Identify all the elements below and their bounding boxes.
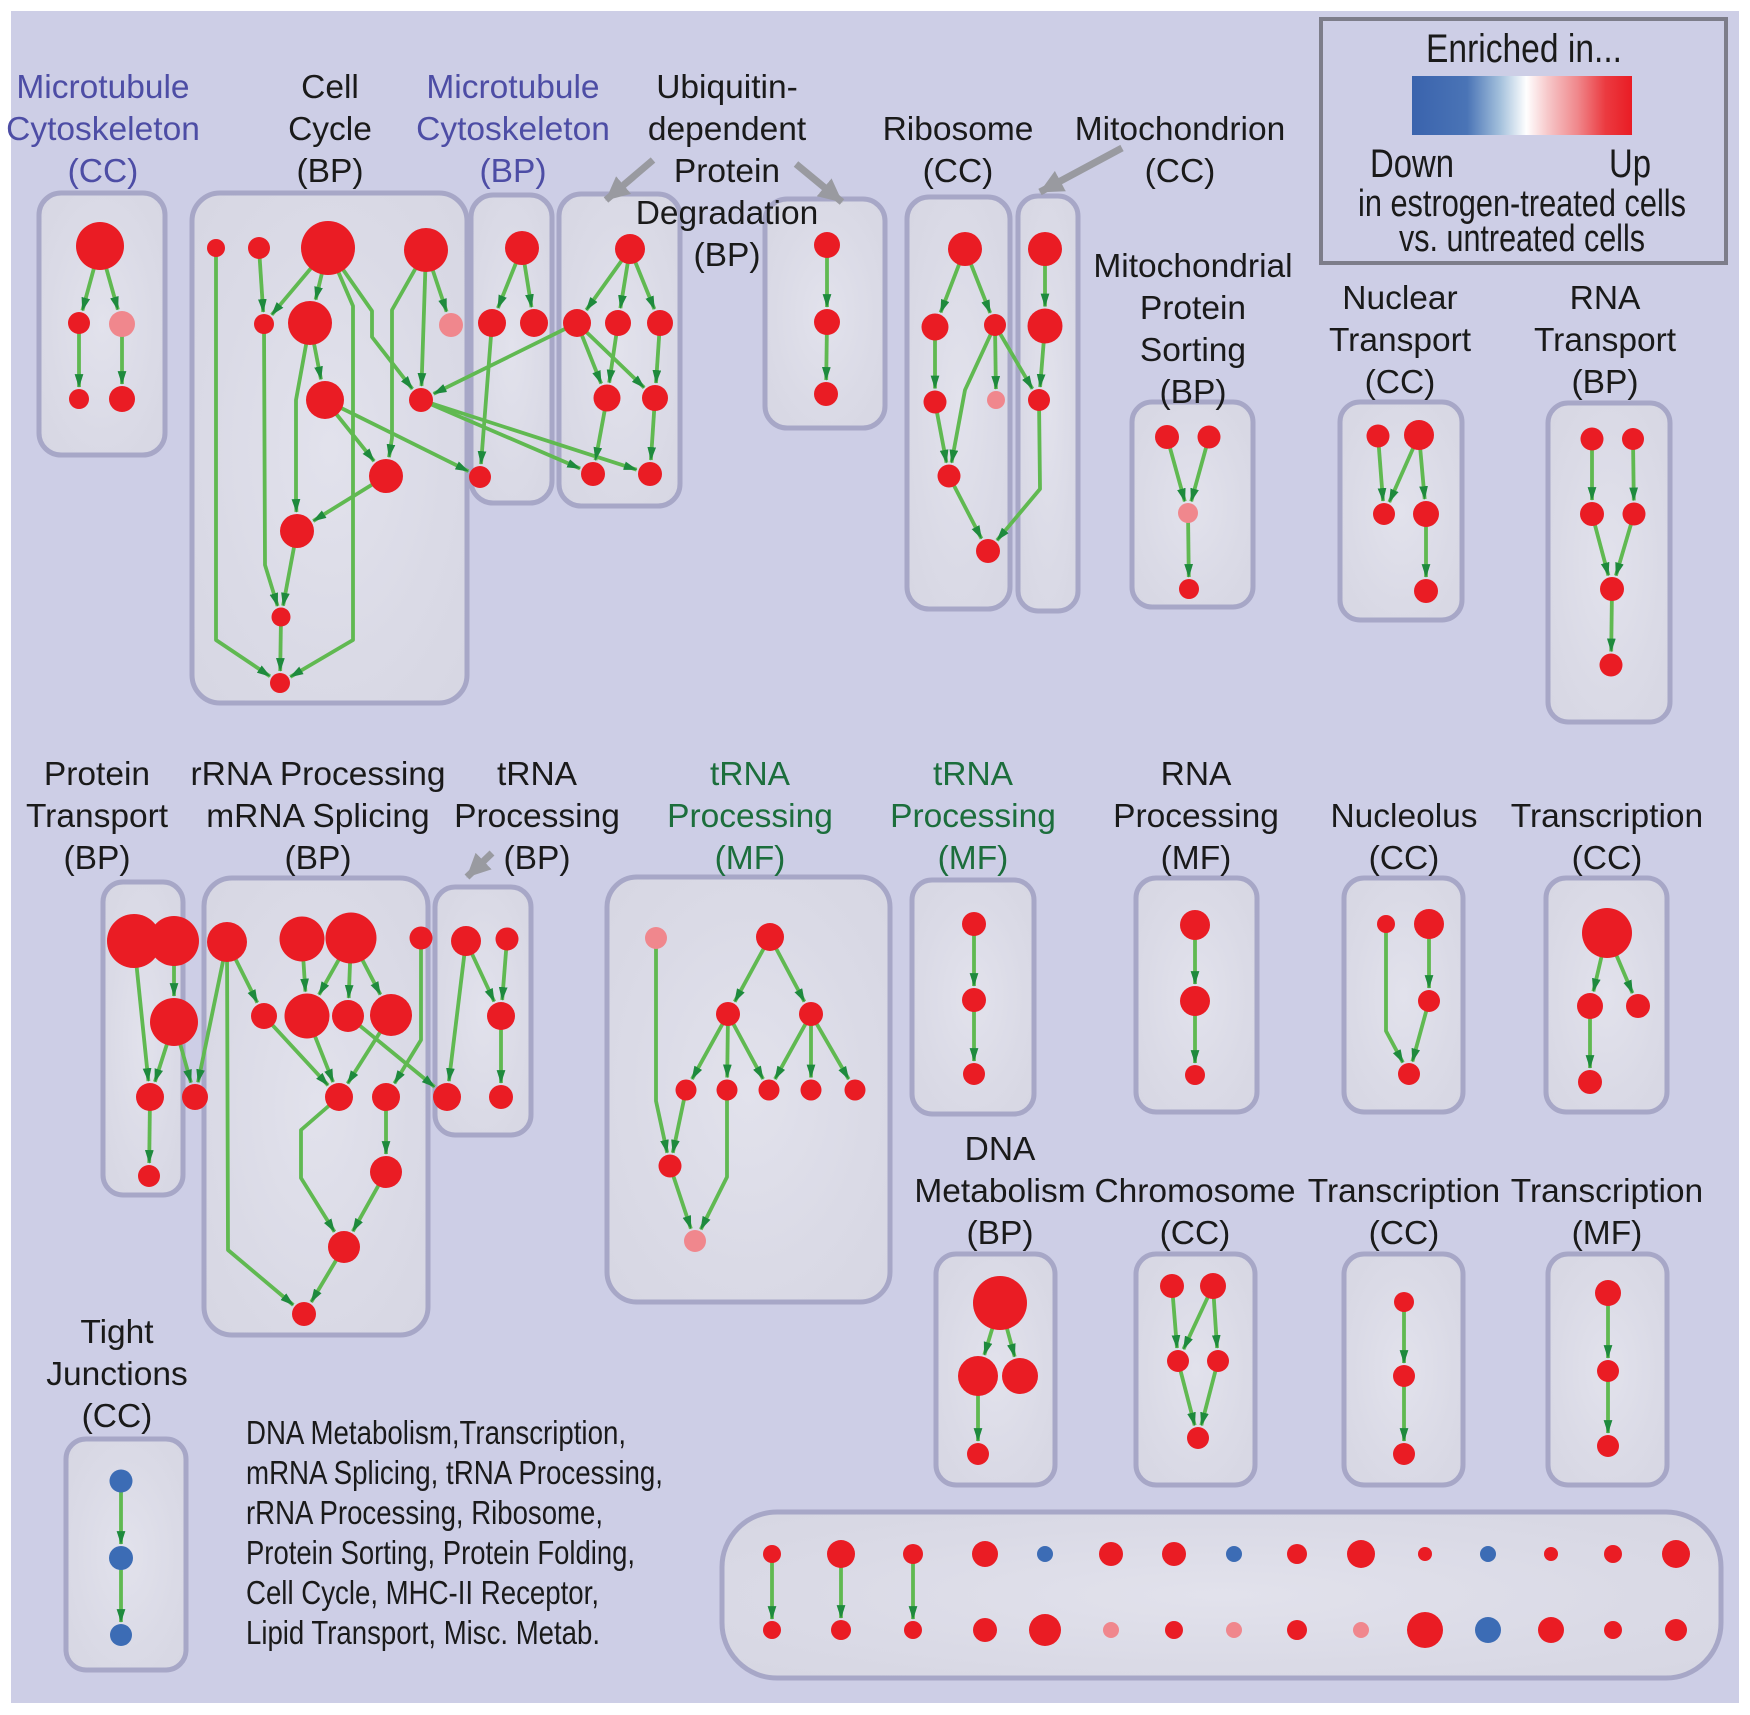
svg-text:Mitochondrial: Mitochondrial bbox=[1093, 248, 1292, 285]
svg-text:Processing: Processing bbox=[667, 798, 833, 835]
svg-text:(CC): (CC) bbox=[68, 153, 139, 190]
svg-text:tRNA: tRNA bbox=[710, 756, 791, 793]
svg-text:Ubiquitin-: Ubiquitin- bbox=[656, 69, 798, 106]
svg-text:rRNA Processing: rRNA Processing bbox=[190, 756, 445, 793]
svg-text:rRNA Processing, Ribosome,: rRNA Processing, Ribosome, bbox=[246, 1495, 603, 1532]
svg-text:(BP): (BP) bbox=[480, 153, 547, 190]
svg-text:Degradation: Degradation bbox=[636, 195, 819, 232]
svg-text:Ribosome: Ribosome bbox=[883, 111, 1034, 148]
svg-text:tRNA: tRNA bbox=[933, 756, 1014, 793]
svg-text:Protein: Protein bbox=[1140, 290, 1246, 327]
svg-text:Transport: Transport bbox=[1329, 322, 1472, 359]
svg-text:Transport: Transport bbox=[1534, 322, 1677, 359]
svg-text:(MF): (MF) bbox=[1572, 1215, 1643, 1252]
svg-text:(CC): (CC) bbox=[1369, 840, 1440, 877]
svg-text:(CC): (CC) bbox=[1365, 364, 1436, 401]
svg-text:in estrogen-treated cells: in estrogen-treated cells bbox=[1358, 183, 1686, 225]
svg-text:(CC): (CC) bbox=[82, 1398, 153, 1435]
svg-text:(CC): (CC) bbox=[1369, 1215, 1440, 1252]
svg-text:Enriched in...: Enriched in... bbox=[1426, 27, 1622, 71]
svg-text:(MF): (MF) bbox=[938, 840, 1009, 877]
svg-text:Cytoskeleton: Cytoskeleton bbox=[6, 111, 200, 148]
svg-text:(CC): (CC) bbox=[1572, 840, 1643, 877]
svg-text:Transcription: Transcription bbox=[1511, 798, 1703, 835]
svg-text:Processing: Processing bbox=[454, 798, 620, 835]
svg-text:mRNA Splicing: mRNA Splicing bbox=[206, 798, 429, 835]
svg-text:Microtubule: Microtubule bbox=[16, 69, 189, 106]
svg-text:mRNA Splicing, tRNA Processing: mRNA Splicing, tRNA Processing, bbox=[246, 1455, 663, 1492]
svg-text:(BP): (BP) bbox=[694, 237, 761, 274]
svg-text:(CC): (CC) bbox=[923, 153, 994, 190]
svg-text:(CC): (CC) bbox=[1145, 153, 1216, 190]
svg-text:RNA: RNA bbox=[1570, 280, 1641, 317]
svg-text:DNA Metabolism,Transcription,: DNA Metabolism,Transcription, bbox=[246, 1415, 626, 1452]
svg-text:DNA: DNA bbox=[965, 1131, 1036, 1168]
svg-text:RNA: RNA bbox=[1161, 756, 1232, 793]
svg-text:Cell Cycle, MHC-II Receptor,: Cell Cycle, MHC-II Receptor, bbox=[246, 1575, 599, 1612]
svg-text:Protein Sorting, Protein Foldi: Protein Sorting, Protein Folding, bbox=[246, 1535, 635, 1572]
svg-text:Junctions: Junctions bbox=[46, 1356, 188, 1393]
svg-text:Transcription: Transcription bbox=[1308, 1173, 1500, 1210]
svg-text:Mitochondrion: Mitochondrion bbox=[1075, 111, 1285, 148]
svg-text:(BP): (BP) bbox=[297, 153, 364, 190]
svg-text:Protein: Protein bbox=[674, 153, 780, 190]
svg-text:(MF): (MF) bbox=[715, 840, 786, 877]
svg-text:Cytoskeleton: Cytoskeleton bbox=[416, 111, 610, 148]
svg-text:Transport: Transport bbox=[26, 798, 169, 835]
svg-text:(CC): (CC) bbox=[1160, 1215, 1231, 1252]
svg-text:Sorting: Sorting bbox=[1140, 332, 1246, 369]
svg-text:Processing: Processing bbox=[1113, 798, 1279, 835]
svg-text:Protein: Protein bbox=[44, 756, 150, 793]
svg-text:Microtubule: Microtubule bbox=[426, 69, 599, 106]
svg-text:dependent: dependent bbox=[648, 111, 807, 148]
svg-text:Cycle: Cycle bbox=[288, 111, 372, 148]
svg-text:Metabolism: Metabolism bbox=[914, 1173, 1085, 1210]
svg-text:Tight: Tight bbox=[80, 1314, 154, 1351]
svg-text:(BP): (BP) bbox=[1160, 374, 1227, 411]
svg-text:Cell: Cell bbox=[301, 69, 359, 106]
svg-text:(BP): (BP) bbox=[1572, 364, 1639, 401]
svg-text:Down: Down bbox=[1370, 142, 1454, 186]
svg-text:tRNA: tRNA bbox=[497, 756, 578, 793]
svg-text:(BP): (BP) bbox=[504, 840, 571, 877]
svg-text:(BP): (BP) bbox=[285, 840, 352, 877]
svg-text:Up: Up bbox=[1609, 142, 1651, 186]
svg-text:Processing: Processing bbox=[890, 798, 1056, 835]
svg-text:vs. untreated cells: vs. untreated cells bbox=[1399, 218, 1645, 260]
svg-text:(BP): (BP) bbox=[64, 840, 131, 877]
svg-text:Lipid Transport, Misc. Metab.: Lipid Transport, Misc. Metab. bbox=[246, 1615, 600, 1652]
svg-text:Nuclear: Nuclear bbox=[1342, 280, 1457, 317]
svg-text:Nucleolus: Nucleolus bbox=[1330, 798, 1477, 835]
svg-text:(BP): (BP) bbox=[967, 1215, 1034, 1252]
svg-text:Transcription: Transcription bbox=[1511, 1173, 1703, 1210]
svg-text:Chromosome: Chromosome bbox=[1094, 1173, 1295, 1210]
svg-text:(MF): (MF) bbox=[1161, 840, 1232, 877]
